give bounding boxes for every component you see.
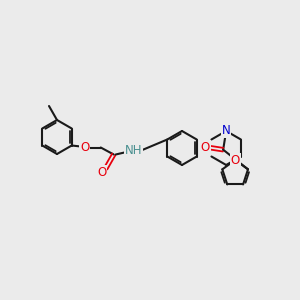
Text: O: O (80, 141, 89, 154)
Text: NH: NH (125, 144, 142, 157)
Text: N: N (222, 124, 230, 137)
Text: O: O (97, 166, 106, 179)
Text: O: O (200, 141, 210, 154)
Text: O: O (230, 154, 240, 166)
